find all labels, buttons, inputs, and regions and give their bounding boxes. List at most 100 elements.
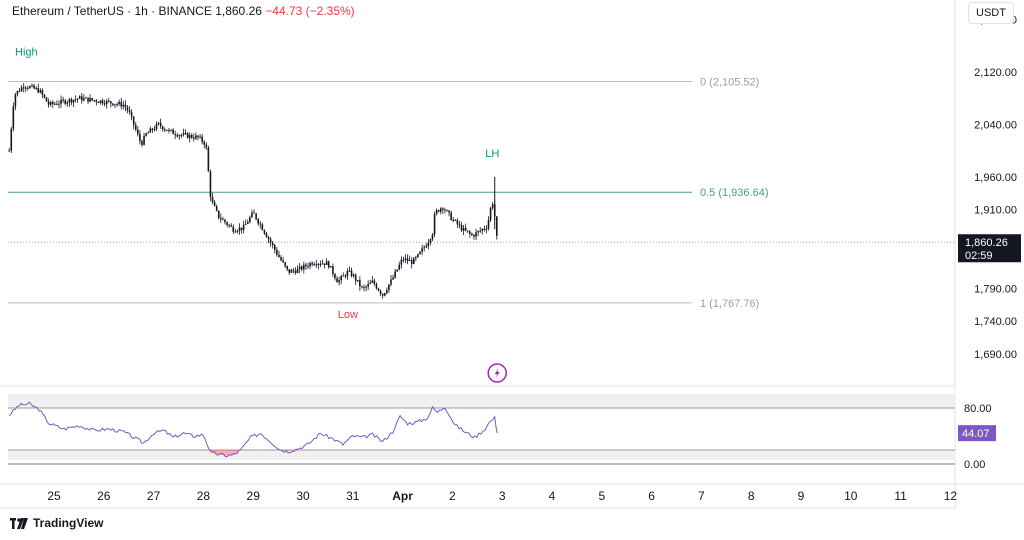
candle-body	[269, 239, 272, 243]
candle-body	[379, 290, 382, 294]
candle-body	[425, 246, 428, 248]
candle-body	[107, 100, 110, 102]
candle-body	[394, 271, 396, 278]
candle-body	[400, 259, 403, 265]
candle-body	[159, 122, 162, 127]
candle-body	[323, 263, 326, 266]
candle-body	[319, 263, 322, 265]
candle-body	[234, 231, 237, 233]
candle-body	[390, 279, 392, 285]
candle-body	[278, 254, 280, 258]
candle-body	[228, 224, 230, 226]
candle-body	[16, 90, 19, 95]
candle-body	[143, 135, 145, 145]
x-tick-label: 30	[296, 489, 310, 503]
candle-body	[62, 99, 64, 101]
candle-body	[359, 280, 361, 287]
candle-body	[257, 219, 259, 224]
candle-body	[81, 96, 83, 101]
candle-body	[14, 94, 17, 107]
x-tick-label: 12	[944, 489, 958, 503]
candle-body	[464, 227, 467, 231]
tradingview-logo[interactable]: TradingView	[10, 516, 103, 530]
rsi-value: 44.07	[962, 428, 990, 440]
last-price-tag	[958, 234, 1021, 263]
candle-body	[141, 141, 143, 145]
candle-body	[261, 224, 264, 231]
rsi-overbought-zone	[8, 394, 955, 408]
candle-body	[68, 99, 71, 103]
candle-body	[151, 128, 154, 130]
candle-body	[469, 231, 471, 234]
candle-body	[197, 135, 199, 138]
candle-body	[489, 207, 492, 220]
candle-body	[238, 227, 241, 231]
candle-body	[282, 260, 284, 263]
candle-body	[365, 286, 367, 288]
candle-body	[31, 85, 33, 87]
candle-body	[207, 147, 210, 172]
x-tick-label: 28	[197, 489, 211, 503]
candle-body	[74, 99, 77, 101]
x-tick-label: 2	[449, 489, 456, 503]
candle-body	[209, 171, 212, 198]
candle-body	[271, 242, 274, 246]
candle-body	[259, 223, 262, 225]
candle-body	[361, 286, 363, 288]
candle-body	[348, 270, 351, 272]
candle-body	[232, 226, 235, 232]
candle-body	[332, 266, 334, 274]
candle-body	[406, 258, 409, 261]
candle-body	[149, 128, 152, 133]
candle-body	[402, 259, 405, 261]
candle-body	[423, 247, 425, 249]
candle-body	[39, 90, 42, 93]
candle-body	[309, 263, 311, 267]
x-tick-label: 5	[598, 489, 605, 503]
candle-body	[122, 104, 125, 107]
currency-button[interactable]: USDT	[968, 2, 1014, 24]
candle-body	[224, 219, 226, 223]
x-tick-label: 25	[47, 489, 61, 503]
candle-body	[114, 104, 116, 106]
candle-body	[456, 220, 459, 225]
candle-body	[363, 287, 365, 289]
candle-body	[496, 216, 498, 236]
candle-body	[356, 280, 359, 282]
candle-body	[415, 257, 417, 259]
candle-body	[369, 282, 372, 285]
x-tick-label: 29	[247, 489, 261, 503]
candle-body	[300, 266, 303, 270]
symbol-header[interactable]: Ethereum / TetherUS · 1h · BINANCE 1,860…	[12, 4, 355, 18]
candle-body	[188, 134, 191, 138]
candle-body	[398, 264, 401, 270]
candle-body	[433, 214, 436, 235]
candle-body	[352, 274, 355, 277]
candle-body	[336, 278, 338, 283]
annotation-low: Low	[338, 309, 358, 321]
candle-body	[267, 237, 270, 240]
candle-body	[20, 87, 23, 92]
candle-body	[452, 219, 455, 221]
candle-body	[485, 228, 488, 230]
candle-body	[213, 202, 216, 207]
rsi-oversold-fill	[280, 450, 299, 452]
x-tick-label: 27	[147, 489, 161, 503]
candle-body	[155, 123, 158, 130]
candle-body	[110, 101, 112, 104]
candle-body	[454, 219, 457, 221]
rsi-tick-label: 0.00	[964, 459, 985, 471]
candle-body	[164, 129, 166, 131]
candle-body	[290, 270, 293, 273]
candle-body	[205, 144, 208, 148]
candle-body	[137, 129, 139, 135]
candle-body	[471, 233, 473, 236]
candle-body	[178, 135, 181, 137]
candle-body	[72, 99, 75, 103]
candle-body	[66, 102, 69, 104]
candle-body	[10, 128, 13, 151]
candle-body	[386, 290, 388, 294]
candle-body	[242, 224, 245, 230]
candle-body	[172, 129, 174, 134]
